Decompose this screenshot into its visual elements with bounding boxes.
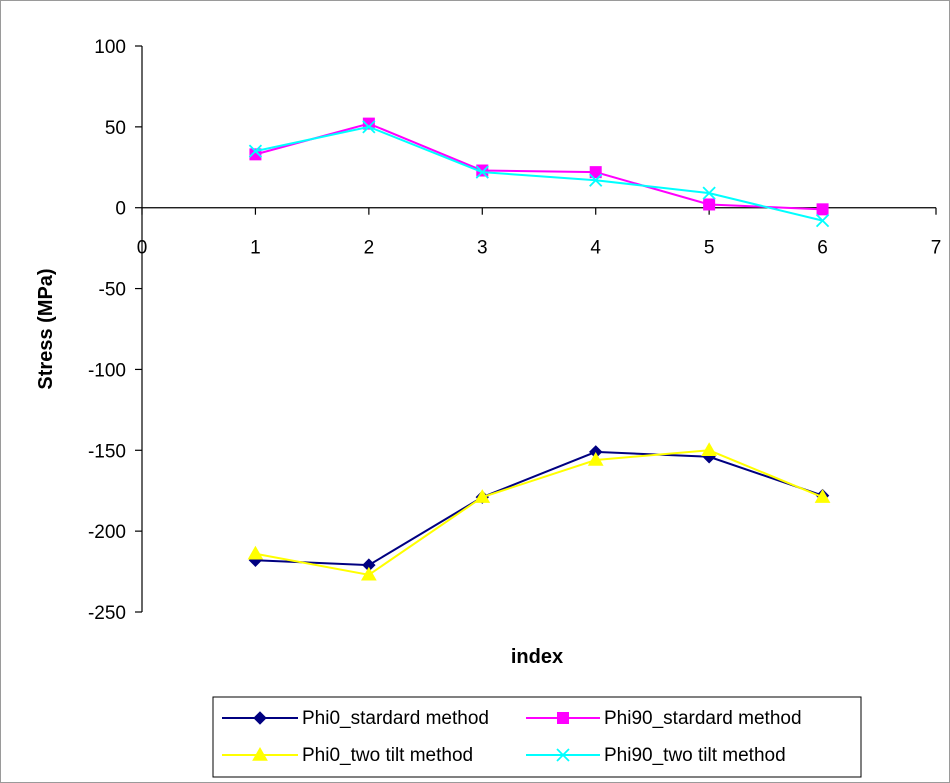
- data-point: [816, 203, 829, 216]
- x-tick-label: 6: [817, 238, 828, 259]
- x-tick-label: 1: [250, 238, 261, 259]
- y-tick-label: -100: [88, 360, 126, 381]
- data-point-stroke: [589, 173, 603, 187]
- y-tick-label: 50: [105, 118, 126, 139]
- legend-label: Phi0_two tilt method: [302, 745, 473, 766]
- series-line: [255, 122, 823, 211]
- y-tick-label: -200: [88, 522, 126, 543]
- legend-box: [212, 696, 862, 778]
- legend-label: Phi90_stardard method: [604, 708, 802, 729]
- series-3: [247, 442, 831, 581]
- x-tick-label: 4: [590, 238, 601, 259]
- legend-entry: Phi90_stardard method: [526, 708, 802, 729]
- y-tick-label: 0: [115, 199, 126, 220]
- legend-marker: [557, 712, 569, 724]
- legend-entry: Phi90_two tilt method: [526, 745, 786, 766]
- data-point: [589, 173, 603, 187]
- data-point: [815, 214, 830, 228]
- data-point-stroke: [248, 144, 263, 158]
- data-point: [703, 198, 716, 211]
- data-point-stroke: [362, 120, 376, 134]
- data-point: [475, 165, 489, 179]
- data-point: [249, 148, 262, 161]
- legend: Phi0_stardard method Phi90_stardard metho…: [212, 696, 862, 778]
- legend-entry: Phi0_stardard method: [222, 708, 489, 729]
- data-point: [701, 442, 718, 457]
- data-point: [589, 166, 602, 179]
- data-point: [248, 144, 263, 158]
- series-layer: [247, 117, 831, 581]
- y-axis-title: Stress (MPa): [35, 268, 57, 389]
- data-point-stroke: [815, 214, 830, 228]
- data-point-stroke: [702, 186, 716, 200]
- series-line: [255, 125, 823, 222]
- series-2: [249, 117, 829, 216]
- legend-marker-stroke: [556, 748, 570, 762]
- data-point: [474, 489, 491, 503]
- legend-label: Phi90_two tilt method: [604, 745, 786, 766]
- data-point: [814, 489, 831, 503]
- y-tick-label: -250: [88, 603, 126, 624]
- y-tick-label: 100: [94, 37, 126, 58]
- legend-marker: [556, 748, 570, 762]
- data-point: [247, 545, 264, 560]
- data-point: [702, 186, 716, 200]
- data-point: [587, 451, 604, 466]
- y-tick-label: -150: [88, 441, 126, 462]
- data-point: [362, 117, 375, 130]
- series-line: [255, 450, 823, 567]
- series-line: [255, 449, 823, 576]
- legend-marker: [252, 746, 268, 761]
- x-tick-label: 3: [477, 238, 488, 259]
- legend-label: Phi0_stardard method: [302, 708, 489, 729]
- x-tick-label: 2: [364, 238, 375, 259]
- x-tick-label: 5: [704, 238, 715, 259]
- data-point: [360, 566, 377, 581]
- y-axis-ticks: 100 50 0 -50 -100 -150 -200 -250: [88, 37, 142, 624]
- data-point: [362, 120, 376, 134]
- data-point-stroke: [475, 165, 489, 179]
- y-tick-label: -50: [99, 280, 126, 301]
- legend-entry: Phi0_two tilt method: [222, 745, 473, 766]
- x-tick-label: 7: [931, 238, 942, 259]
- series-4: [248, 120, 830, 228]
- legend-marker: [253, 711, 267, 725]
- x-axis-title: index: [511, 646, 563, 668]
